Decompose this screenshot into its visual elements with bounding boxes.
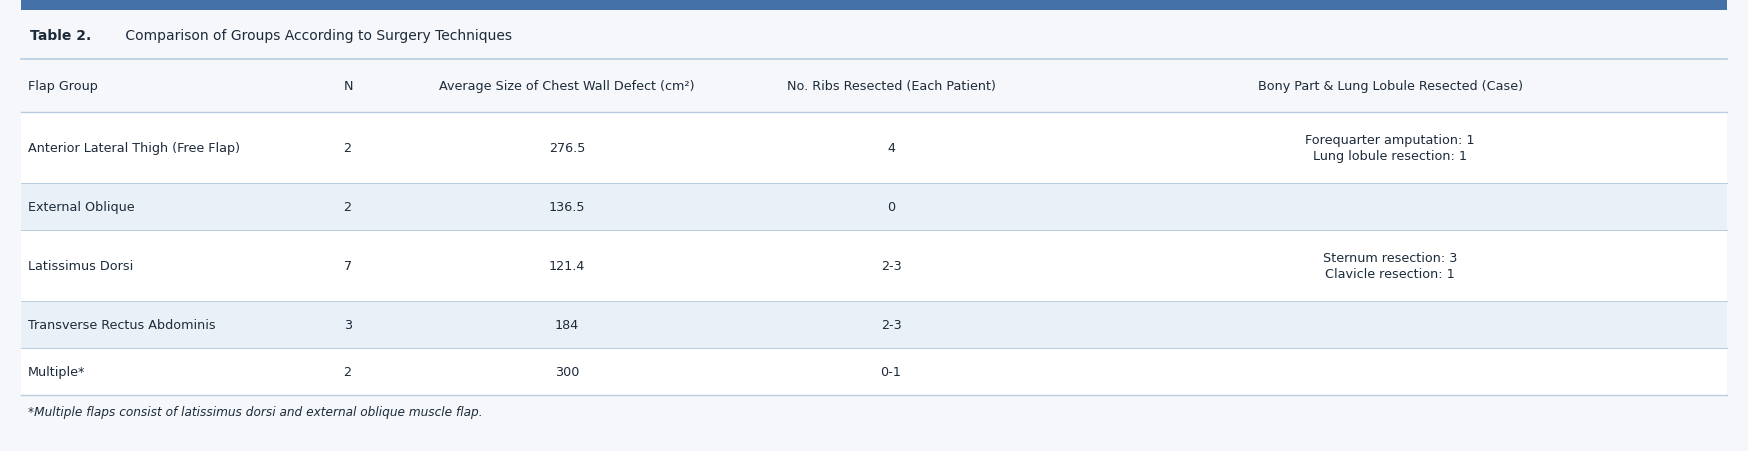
Text: *Multiple flaps consist of latissimus dorsi and external oblique muscle flap.: *Multiple flaps consist of latissimus do…: [28, 405, 482, 418]
Text: Transverse Rectus Abdominis: Transverse Rectus Abdominis: [28, 319, 215, 331]
Text: Multiple*: Multiple*: [28, 365, 86, 378]
Bar: [21, 113, 1727, 184]
Text: Anterior Lateral Thigh (Free Flap): Anterior Lateral Thigh (Free Flap): [28, 142, 239, 155]
Text: 2: 2: [344, 365, 351, 378]
Text: N: N: [344, 80, 353, 93]
Text: 4: 4: [886, 142, 895, 155]
Text: 184: 184: [554, 319, 579, 331]
Text: 121.4: 121.4: [549, 260, 586, 273]
Text: 136.5: 136.5: [549, 201, 586, 214]
Text: 300: 300: [554, 365, 579, 378]
Text: Lung lobule resection: 1: Lung lobule resection: 1: [1313, 150, 1467, 163]
Text: No. Ribs Resected (Each Patient): No. Ribs Resected (Each Patient): [787, 80, 996, 93]
Text: 0: 0: [886, 201, 895, 214]
Text: Table 2.: Table 2.: [30, 29, 91, 43]
Text: Flap Group: Flap Group: [28, 80, 98, 93]
Bar: [21, 349, 1727, 395]
Text: External Oblique: External Oblique: [28, 201, 135, 214]
Text: 3: 3: [344, 319, 351, 331]
Text: Comparison of Groups According to Surgery Techniques: Comparison of Groups According to Surger…: [121, 29, 512, 43]
Text: Average Size of Chest Wall Defect (cm²): Average Size of Chest Wall Defect (cm²): [439, 80, 694, 93]
Text: Bony Part & Lung Lobule Resected (Case): Bony Part & Lung Lobule Resected (Case): [1257, 80, 1523, 93]
Bar: [21, 0, 1727, 11]
Text: 2: 2: [344, 201, 351, 214]
Bar: [21, 184, 1727, 231]
Bar: [21, 60, 1727, 113]
Text: 7: 7: [344, 260, 351, 273]
Text: 276.5: 276.5: [549, 142, 586, 155]
Bar: [21, 302, 1727, 349]
Text: Forequarter amputation: 1: Forequarter amputation: 1: [1306, 134, 1475, 147]
Text: 2: 2: [344, 142, 351, 155]
Text: 2-3: 2-3: [881, 319, 902, 331]
Text: Sternum resection: 3: Sternum resection: 3: [1323, 252, 1458, 265]
Text: 0-1: 0-1: [881, 365, 902, 378]
Bar: [21, 11, 1727, 60]
Text: Latissimus Dorsi: Latissimus Dorsi: [28, 260, 133, 273]
Text: Clavicle resection: 1: Clavicle resection: 1: [1325, 267, 1454, 281]
Bar: [21, 231, 1727, 302]
Text: 2-3: 2-3: [881, 260, 902, 273]
